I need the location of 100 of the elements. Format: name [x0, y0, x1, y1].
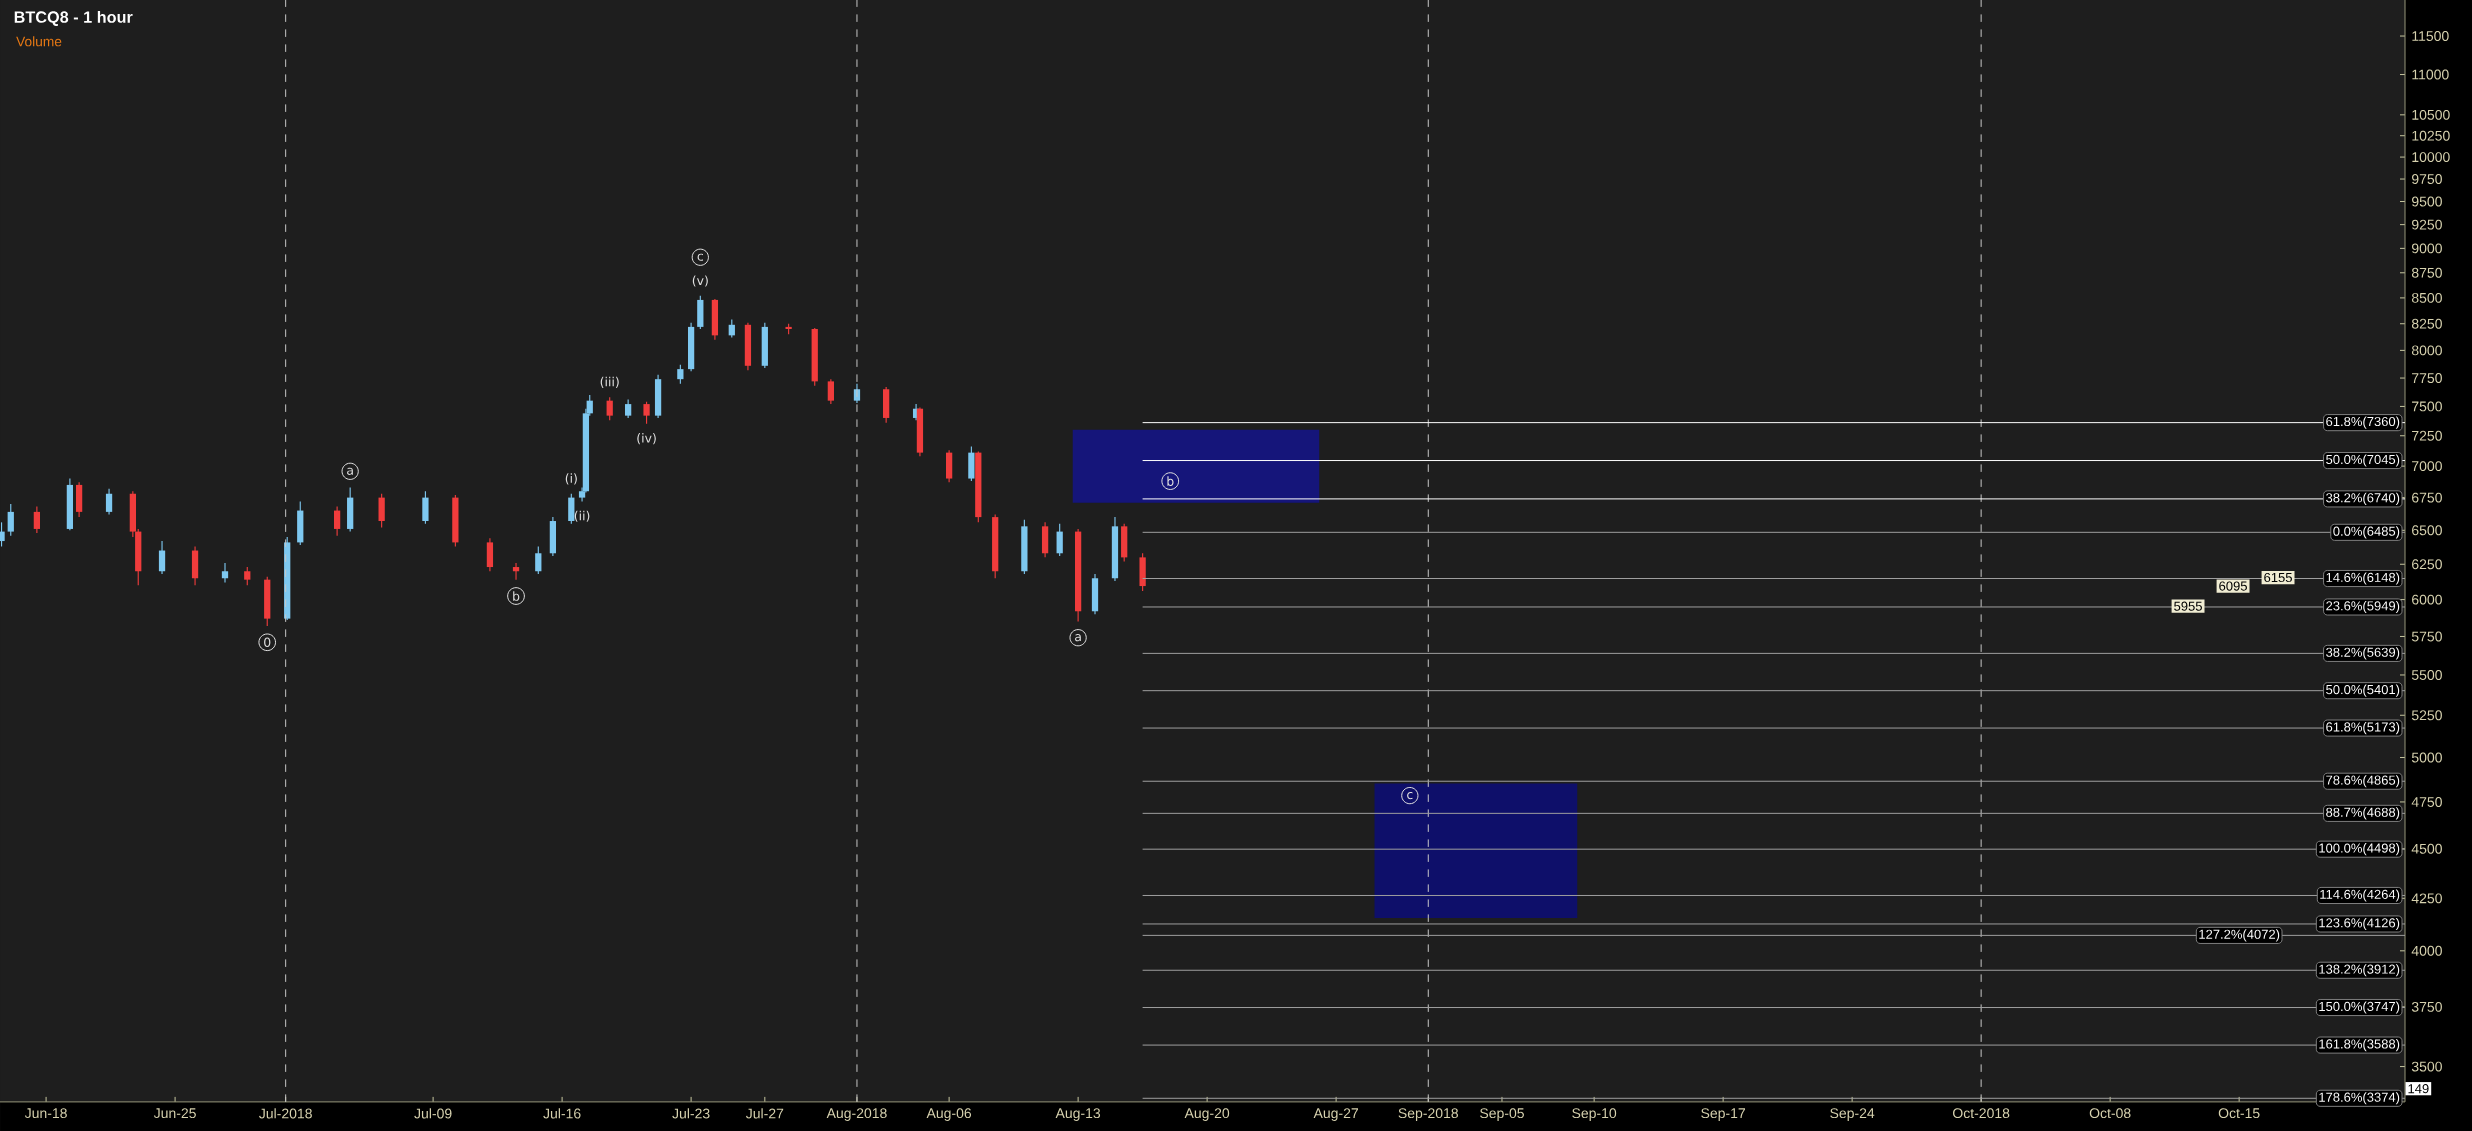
x-tick-label: Aug-13 [1055, 1108, 1101, 1121]
y-tick-label: 3500 [2411, 1061, 2442, 1072]
ref-line-label: 78.6%(4865) [2326, 775, 2400, 788]
y-tick-label: 9500 [2412, 196, 2442, 207]
candlestick [378, 493, 385, 529]
ref-line-label: 61.8%(7360) [2326, 416, 2400, 429]
x-tick-label: Sep-2018 [1398, 1108, 1458, 1121]
annotation: (ii) [574, 510, 590, 522]
x-tick-label: Aug-06 [926, 1108, 972, 1121]
candlestick [105, 488, 113, 516]
y-tick-label: 10000 [2412, 152, 2450, 163]
x-tick-label: Jul-2018 [259, 1108, 312, 1119]
candlestick [643, 401, 650, 425]
ref-line-label: 0.0%(6485) [2333, 526, 2400, 539]
candlestick [1056, 523, 1063, 557]
y-tick-label: 5750 [2411, 631, 2442, 642]
y-tick-label: 7750 [2412, 373, 2442, 383]
x-tick-label: Jun-18 [24, 1108, 67, 1119]
x-tick-label: Oct-15 [2218, 1108, 2260, 1119]
candlestick [625, 398, 632, 419]
y-tick-label: 8250 [2411, 318, 2442, 329]
x-tick-label: Sep-24 [1830, 1108, 1875, 1121]
x-tick-label: Jul-16 [543, 1108, 581, 1119]
annotation: 6095 [2219, 581, 2247, 591]
ref-line-label: 23.6%(5949) [2326, 600, 2400, 614]
annotation: c [697, 253, 703, 261]
ref-line-label: 14.6%(6148) [2326, 572, 2400, 585]
ref-line-label: 50.0%(5401) [2326, 684, 2400, 697]
y-tick-label: 9250 [2412, 219, 2442, 230]
x-tick-label: Sep-10 [1572, 1108, 1617, 1121]
text: 149 [2408, 1084, 2429, 1094]
y-tick-label: 3750 [2411, 1001, 2442, 1012]
y-tick-label: 4000 [2411, 945, 2442, 956]
candlestick [244, 566, 251, 586]
y-tick-label: 7000 [2412, 461, 2442, 472]
ref-line-label: 123.6%(4126) [2319, 917, 2400, 931]
ref-line-label: 38.2%(5639) [2326, 647, 2400, 660]
x-tick-label: Aug-27 [1313, 1108, 1358, 1121]
ref-line-label: 138.2%(3912) [2319, 964, 2400, 977]
y-tick-label: 10250 [2412, 130, 2450, 141]
candlestick [333, 506, 341, 537]
annotation: b [513, 591, 520, 601]
annotation: (i) [565, 473, 577, 485]
x-tick-label: Jul-09 [414, 1108, 452, 1119]
candlestick [422, 490, 429, 525]
candlestick [606, 396, 613, 421]
y-tick-label: 11500 [2412, 31, 2449, 41]
y-tick-label: 9750 [2412, 174, 2442, 184]
text: BTCQ8 - 1 hour [14, 10, 133, 26]
x-tick-label: Jul-27 [745, 1108, 784, 1119]
y-tick-label: 10500 [2412, 109, 2450, 120]
annotation: a [1075, 634, 1081, 642]
annotation: b [1167, 476, 1174, 486]
candlestick [0, 521, 5, 548]
candlestick [827, 378, 834, 405]
annotation: (iii) [600, 376, 619, 388]
y-tick-label: 6250 [2412, 559, 2442, 570]
x-tick-label: Sep-05 [1480, 1108, 1524, 1121]
y-tick-label: 4500 [2411, 843, 2442, 854]
y-tick-label: 7500 [2412, 401, 2442, 412]
candlestick [221, 562, 229, 584]
y-tick-label: 11000 [2412, 69, 2449, 80]
y-tick-label: 4750 [2411, 797, 2442, 807]
x-tick-label: Jul-23 [672, 1108, 710, 1119]
ref-line-label: 88.7%(4688) [2326, 807, 2400, 820]
x-tick-label: Aug-2018 [826, 1108, 887, 1121]
candlestick [535, 545, 542, 575]
candlestick [158, 540, 166, 575]
candlestick [33, 506, 40, 534]
annotation: 6155 [2264, 572, 2292, 583]
x-tick-label: Oct-08 [2089, 1108, 2131, 1119]
candlestick [7, 503, 14, 537]
annotation: a [347, 467, 353, 475]
annotation: (iv) [637, 433, 656, 445]
y-tick-label: 8500 [2411, 292, 2442, 303]
y-tick-label: 4250 [2411, 893, 2442, 904]
ref-line-label: 127.2%(4072) [2199, 929, 2280, 942]
annotation: Volume [16, 36, 62, 47]
y-tick-label: 6500 [2412, 525, 2442, 536]
candlestick [568, 493, 575, 525]
y-tick-label: 6750 [2412, 492, 2442, 503]
x-tick-label: Oct-2018 [1953, 1108, 2010, 1119]
annotation: c [1407, 791, 1413, 800]
ref-line-label: 61.8%(5173) [2326, 721, 2400, 735]
ref-line-label: 150.0%(3747) [2319, 1001, 2400, 1014]
ref-line-label: 50.0%(7045) [2326, 454, 2400, 467]
y-tick-label: 5500 [2411, 670, 2442, 680]
candlestick [512, 562, 520, 581]
x-tick-label: Jun-25 [153, 1108, 196, 1119]
y-tick-label: 5250 [2411, 710, 2442, 721]
y-tick-label: 7250 [2412, 430, 2442, 441]
y-tick-label: 8000 [2411, 345, 2442, 356]
x-tick-label: Sep-17 [1701, 1108, 1746, 1121]
ref-line-label: 114.6%(4264) [2320, 889, 2400, 902]
annotation: 5955 [2174, 601, 2202, 611]
annotation: (v) [692, 275, 708, 287]
y-tick-label: 8750 [2411, 267, 2442, 278]
candlestick [677, 364, 684, 385]
y-tick-label: 5000 [2411, 752, 2442, 763]
y-tick-label: 9000 [2412, 243, 2442, 254]
